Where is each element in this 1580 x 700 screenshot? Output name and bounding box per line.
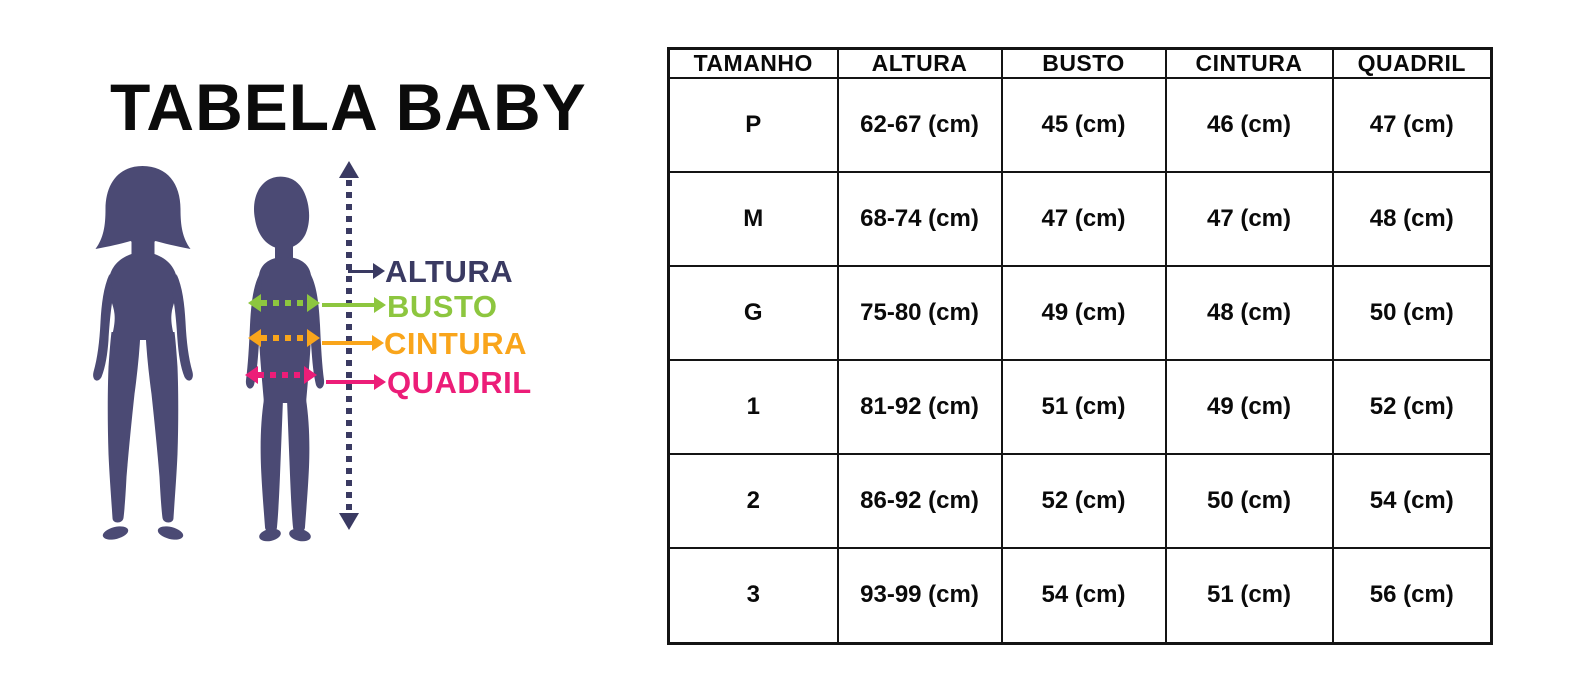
bust-measure-arrow-icon — [248, 294, 320, 312]
table-row-size-m: M 68-74 (cm) 47 (cm) 47 (cm) 48 (cm) — [667, 170, 1493, 267]
altura-connector-arrow-icon — [348, 262, 385, 280]
height-dotted-line-icon — [346, 180, 352, 513]
measurement-cell: 52 (cm) — [1331, 358, 1493, 455]
measurement-cell: 54 (cm) — [1000, 546, 1167, 645]
column-header-altura: ALTURA — [836, 47, 1003, 79]
measurement-cell: 50 (cm) — [1331, 264, 1493, 361]
arrow-right-icon — [307, 329, 320, 347]
measurement-cell: 52 (cm) — [1000, 452, 1167, 549]
woman-torso — [108, 239, 178, 340]
measurement-cell: 46 (cm) — [1164, 77, 1334, 173]
label-quadril: QUADRIL — [387, 365, 532, 400]
woman-right-arm — [172, 274, 193, 381]
height-arrow-up-icon — [339, 161, 359, 178]
waist-measure-arrow-icon — [248, 329, 320, 347]
table-row-size-p: P 62-67 (cm) 45 (cm) 46 (cm) 47 (cm) — [667, 77, 1493, 173]
measurement-cell: 48 (cm) — [1331, 170, 1493, 267]
measurement-cell: 62-67 (cm) — [836, 77, 1003, 173]
size-label: 2 — [667, 452, 839, 549]
woman-silhouette — [93, 166, 193, 540]
dotted-line-icon — [258, 372, 304, 378]
measurement-cell: 49 (cm) — [1164, 358, 1334, 455]
arrow-left-icon — [248, 294, 261, 312]
measurement-cell: 56 (cm) — [1331, 546, 1493, 645]
quadril-connector-arrow-icon — [326, 373, 386, 391]
measurement-cell: 50 (cm) — [1164, 452, 1334, 549]
size-label: G — [667, 264, 839, 361]
table-row-size-g: G 75-80 (cm) 49 (cm) 48 (cm) 50 (cm) — [667, 264, 1493, 361]
woman-left-arm — [93, 274, 114, 381]
child-head — [254, 176, 310, 249]
child-right-leg — [287, 399, 310, 533]
arrow-left-icon — [248, 329, 261, 347]
dotted-line-icon — [261, 335, 307, 341]
label-busto: BUSTO — [387, 289, 498, 324]
table-header-row: TAMANHO ALTURA BUSTO CINTURA QUADRIL — [667, 47, 1493, 79]
woman-right-leg — [145, 332, 179, 523]
column-header-cintura: CINTURA — [1164, 47, 1334, 79]
measurement-cell: 49 (cm) — [1000, 264, 1167, 361]
size-label: 3 — [667, 546, 839, 645]
measurement-cell: 68-74 (cm) — [836, 170, 1003, 267]
measurement-cell: 93-99 (cm) — [836, 546, 1003, 645]
cintura-connector-arrow-icon — [322, 334, 384, 352]
measurement-cell: 47 (cm) — [1164, 170, 1334, 267]
dotted-line-icon — [261, 300, 307, 306]
child-left-leg — [260, 399, 283, 533]
table-row-size-1: 1 81-92 (cm) 51 (cm) 49 (cm) 52 (cm) — [667, 358, 1493, 455]
hip-measure-arrow-icon — [245, 366, 317, 384]
page-title: TABELA BABY — [110, 70, 587, 145]
label-cintura: CINTURA — [384, 326, 527, 361]
size-label: M — [667, 170, 839, 267]
woman-left-foot — [102, 526, 129, 540]
table-row-size-2: 2 86-92 (cm) 52 (cm) 50 (cm) 54 (cm) — [667, 452, 1493, 549]
child-right-foot — [289, 528, 311, 542]
woman-left-leg — [107, 332, 141, 523]
child-left-foot — [259, 528, 281, 542]
woman-right-foot — [157, 526, 184, 540]
arrow-right-icon — [304, 366, 317, 384]
arrow-left-icon — [245, 366, 258, 384]
child-silhouette — [245, 176, 325, 542]
measurement-cell: 86-92 (cm) — [836, 452, 1003, 549]
measurement-cell: 51 (cm) — [1164, 546, 1334, 645]
label-altura: ALTURA — [385, 254, 514, 289]
child-neck — [275, 243, 293, 259]
size-label: P — [667, 77, 839, 173]
child-torso — [257, 257, 313, 403]
size-table: TAMANHO ALTURA BUSTO CINTURA QUADRIL P 62-67 (… — [667, 47, 1493, 645]
table-row-size-3: 3 93-99 (cm) 54 (cm) 51 (cm) 56 (cm) — [667, 546, 1493, 645]
measurement-cell: 75-80 (cm) — [836, 264, 1003, 361]
measurement-cell: 51 (cm) — [1000, 358, 1167, 455]
height-arrow-down-icon — [339, 513, 359, 530]
busto-connector-arrow-icon — [322, 296, 386, 314]
column-header-busto: BUSTO — [1000, 47, 1167, 79]
column-header-tamanho: TAMANHO — [667, 47, 839, 79]
measurement-cell: 81-92 (cm) — [836, 358, 1003, 455]
woman-hair-head — [95, 166, 191, 249]
measurement-cell: 47 (cm) — [1331, 77, 1493, 173]
measurement-cell: 45 (cm) — [1000, 77, 1167, 173]
column-header-quadril: QUADRIL — [1331, 47, 1493, 79]
measurement-cell: 48 (cm) — [1164, 264, 1334, 361]
size-label: 1 — [667, 358, 839, 455]
arrow-right-icon — [307, 294, 320, 312]
measurement-cell: 47 (cm) — [1000, 170, 1167, 267]
measurement-cell: 54 (cm) — [1331, 452, 1493, 549]
